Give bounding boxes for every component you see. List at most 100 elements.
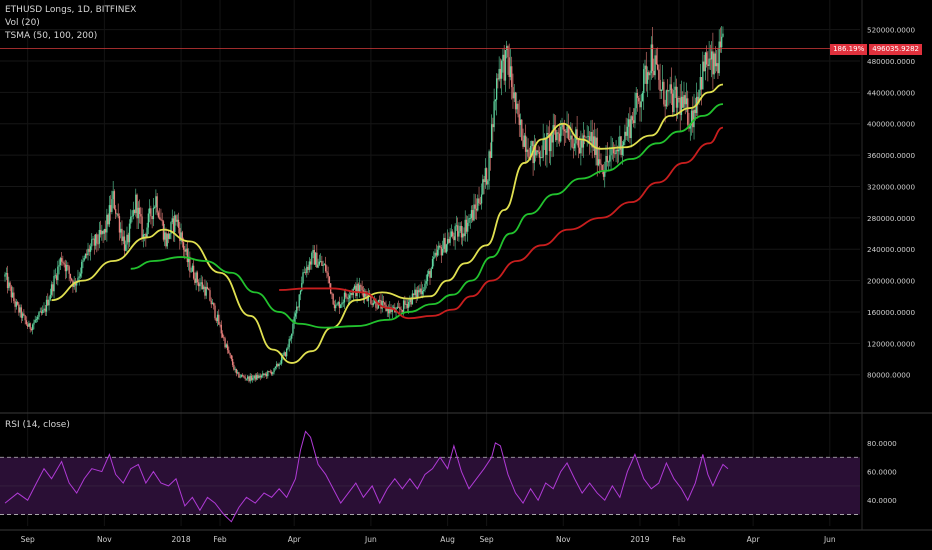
- candle-body: [16, 301, 19, 305]
- candle-body: [426, 274, 429, 282]
- candle-body: [441, 248, 444, 256]
- candle-body: [116, 213, 118, 215]
- candle-body: [215, 318, 217, 322]
- candle-body: [640, 101, 642, 108]
- candle-body: [233, 364, 235, 370]
- candle-body: [692, 110, 694, 128]
- candle-body: [136, 194, 138, 219]
- candle-body: [153, 207, 156, 208]
- candle-body: [716, 63, 718, 67]
- candle-body: [337, 302, 339, 305]
- candle-body: [64, 264, 67, 272]
- candle-body: [419, 288, 421, 293]
- grid: [0, 0, 860, 526]
- rsi-label[interactable]: RSI (14, close): [5, 420, 70, 430]
- candle-body: [191, 265, 194, 272]
- candle-body: [376, 307, 378, 309]
- candle-body: [641, 93, 644, 102]
- candle-body: [288, 339, 290, 348]
- candle-body: [93, 238, 95, 246]
- candle-body: [670, 84, 673, 94]
- candle-body: [517, 103, 519, 115]
- candle-body: [674, 86, 676, 90]
- time-tick-label: Apr: [288, 535, 302, 544]
- candle-body: [396, 306, 398, 309]
- candle-body: [343, 292, 346, 303]
- candle-body: [650, 44, 652, 74]
- candle-body: [489, 151, 492, 158]
- candle-body: [653, 70, 655, 76]
- candle-body: [208, 289, 210, 291]
- candle-body: [291, 333, 293, 339]
- candle-body: [587, 136, 590, 138]
- candle-body: [694, 109, 696, 114]
- price-tick-label: 120000.0000: [867, 339, 915, 348]
- candle-body: [638, 97, 640, 102]
- candle-body: [582, 135, 585, 148]
- candle-body: [538, 151, 541, 158]
- legend-tsma[interactable]: TSMA (50, 100, 200): [5, 31, 98, 41]
- candle-body: [321, 261, 323, 266]
- candle-body: [54, 275, 56, 277]
- candle-body: [120, 228, 122, 233]
- candle-body: [98, 229, 100, 244]
- candle-body: [462, 233, 464, 238]
- price-tag-value: 496035.9282: [869, 44, 922, 55]
- candle-body: [206, 286, 209, 290]
- legend-symbol[interactable]: ETHUSD Longs, 1D, BITFINEX: [5, 5, 137, 15]
- candle-body: [297, 306, 299, 308]
- candle-body: [113, 191, 116, 210]
- candle-body: [566, 126, 568, 133]
- candle-body: [619, 136, 621, 150]
- candle-body: [102, 231, 104, 234]
- candle-body: [175, 215, 177, 222]
- candle-body: [605, 156, 607, 172]
- candle-body: [161, 220, 163, 222]
- candle-body: [516, 103, 518, 110]
- candle-body: [363, 291, 366, 298]
- candle-body: [536, 150, 538, 156]
- candle-body: [707, 64, 709, 66]
- candle-body: [101, 231, 103, 235]
- candle-body: [529, 145, 532, 160]
- candle-body: [565, 131, 567, 133]
- candle-body: [424, 283, 426, 290]
- candle-body: [646, 72, 649, 84]
- candle-body: [526, 149, 528, 152]
- time-tick-label: 2018: [172, 535, 191, 544]
- candle-body: [477, 198, 479, 211]
- candle-body: [44, 308, 46, 312]
- candle-body: [37, 316, 39, 320]
- candle-body: [194, 278, 196, 283]
- candle-body: [239, 376, 241, 378]
- candle-body: [226, 344, 229, 351]
- candle-body: [353, 285, 356, 289]
- candle-body: [521, 119, 523, 141]
- candle-body: [594, 136, 596, 155]
- candle-body: [252, 378, 254, 380]
- candle-body: [648, 72, 650, 76]
- candle-body: [445, 244, 447, 253]
- candle-body: [243, 375, 245, 378]
- candle-body: [409, 298, 411, 303]
- candle-body: [465, 219, 468, 232]
- candle-body: [361, 286, 363, 291]
- candle-body: [293, 316, 295, 324]
- candle-body: [485, 168, 488, 185]
- candle-body: [434, 252, 436, 258]
- candle-body: [391, 309, 393, 313]
- candle-body: [455, 225, 458, 227]
- candle-body: [390, 307, 392, 313]
- candle-body: [615, 149, 617, 155]
- candle-body: [658, 69, 660, 80]
- candle-body: [176, 219, 178, 222]
- candle-body: [96, 234, 98, 244]
- candle-body: [21, 313, 24, 318]
- candle-body: [719, 41, 722, 48]
- candle-body: [356, 283, 358, 297]
- candle-body: [69, 273, 72, 279]
- candle-body: [656, 64, 659, 70]
- legend-volume[interactable]: Vol (20): [5, 18, 40, 28]
- candle-body: [308, 261, 310, 270]
